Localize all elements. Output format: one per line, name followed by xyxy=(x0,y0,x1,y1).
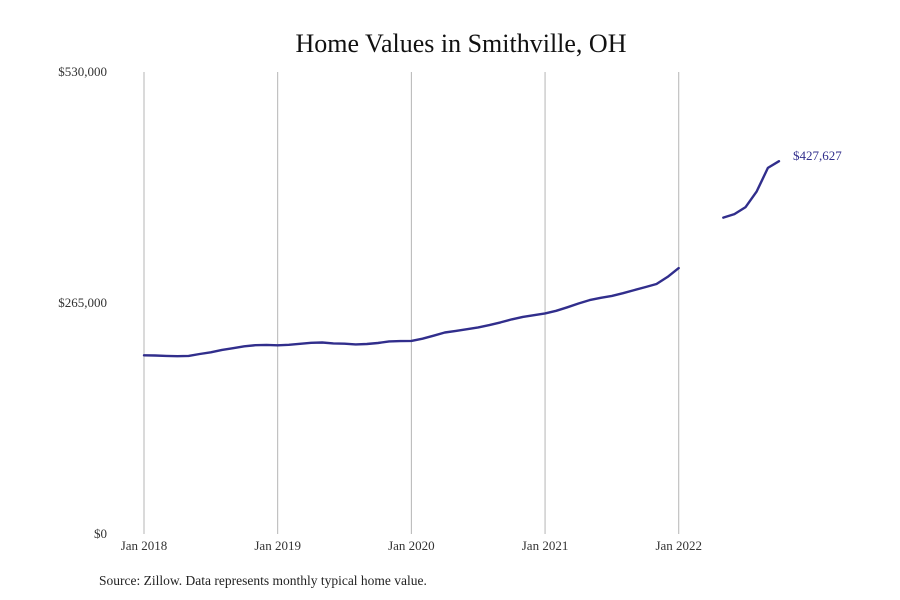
series-line xyxy=(142,266,680,358)
x-tick-label: Jan 2022 xyxy=(655,538,702,553)
chart-title: Home Values in Smithville, OH xyxy=(295,29,626,58)
series-line xyxy=(722,159,781,219)
source-note: Source: Zillow. Data represents monthly … xyxy=(99,573,427,588)
series xyxy=(142,159,781,358)
y-axis-tick-labels: $0 $265,000 $530,000 xyxy=(58,64,107,541)
x-tick-label: Jan 2018 xyxy=(121,538,168,553)
x-tick-label: Jan 2021 xyxy=(522,538,569,553)
y-tick-label: $530,000 xyxy=(58,64,107,79)
gridlines xyxy=(143,72,680,534)
x-axis-tick-labels: Jan 2018 Jan 2019 Jan 2020 Jan 2021 Jan 2022 xyxy=(121,538,702,553)
y-tick-label: $0 xyxy=(94,526,107,541)
x-tick-label: Jan 2019 xyxy=(254,538,301,553)
last-value-label: $427,627 xyxy=(793,148,842,163)
y-tick-label: $265,000 xyxy=(58,295,107,310)
x-tick-label: Jan 2020 xyxy=(388,538,435,553)
